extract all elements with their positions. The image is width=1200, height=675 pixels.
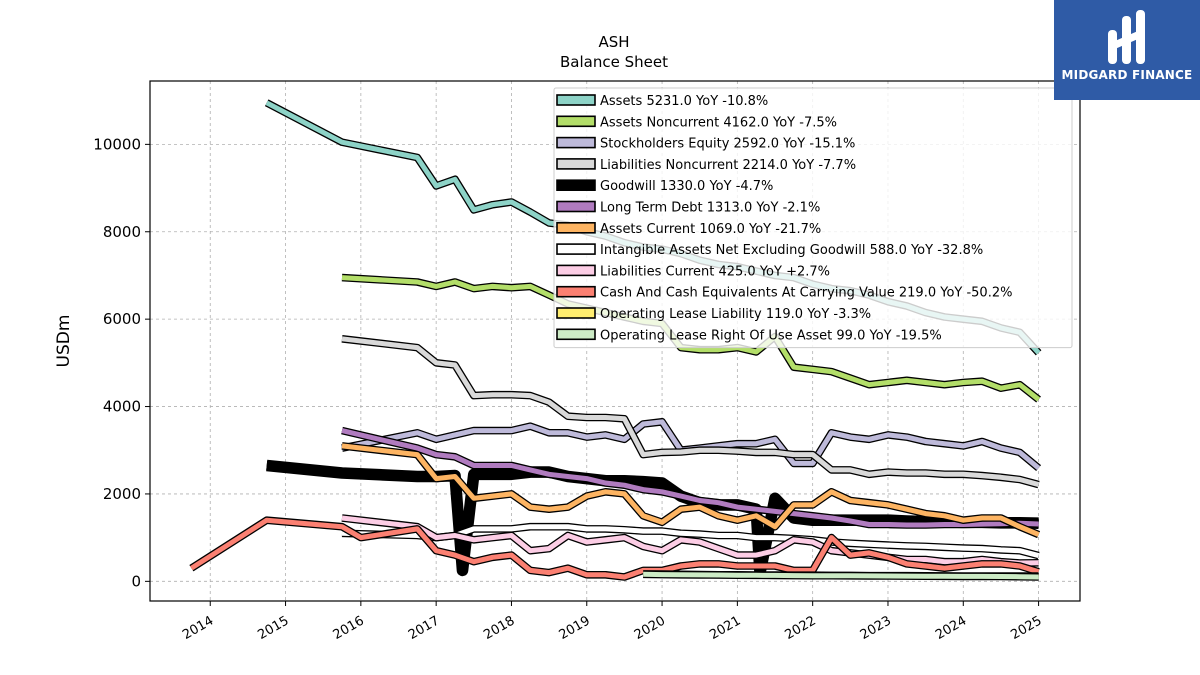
logo-text: MIDGARD FINANCE bbox=[1061, 68, 1193, 82]
legend-swatch bbox=[556, 307, 596, 319]
legend-swatch bbox=[556, 158, 596, 170]
logo-mark-icon bbox=[1108, 10, 1145, 64]
legend-entry: Operating Lease Right Of Use Asset 99.0 … bbox=[600, 328, 942, 343]
legend-entry: Stockholders Equity 2592.0 YoY -15.1% bbox=[600, 137, 855, 152]
legend-swatch bbox=[556, 328, 596, 341]
chart-title: ASH bbox=[598, 33, 629, 51]
legend-swatch bbox=[556, 243, 596, 255]
y-tick-label: 0 bbox=[131, 572, 141, 590]
legend-entry: Intangible Assets Net Excluding Goodwill… bbox=[600, 243, 983, 258]
x-tick-label: 2025 bbox=[1008, 613, 1044, 643]
legend-entry: Liabilities Current 425.0 YoY +2.7% bbox=[600, 264, 830, 279]
x-tick-label: 2016 bbox=[331, 613, 367, 643]
series-line-7 bbox=[341, 524, 1040, 559]
x-tick-label: 2019 bbox=[557, 613, 593, 643]
plot-frame bbox=[149, 80, 1081, 602]
series-line-11 bbox=[643, 571, 1039, 580]
legend-entry: Operating Lease Liability 119.0 YoY -3.3… bbox=[600, 307, 871, 322]
series-line-outline-3 bbox=[341, 335, 1040, 489]
series-line-6 bbox=[341, 443, 1040, 537]
series-line-8 bbox=[341, 515, 1039, 566]
y-tick-label: 6000 bbox=[103, 310, 141, 328]
x-tick-label: 2021 bbox=[707, 613, 743, 643]
legend: Assets 5231.0 YoY -10.8% Assets Noncurren… bbox=[553, 87, 1073, 349]
legend-swatch bbox=[556, 179, 596, 191]
legend-entry: Goodwill 1330.0 YoY -4.7% bbox=[600, 179, 773, 194]
legend-entry: Long Term Debt 1313.0 YoY -2.1% bbox=[600, 201, 820, 216]
y-tick-label: 4000 bbox=[103, 398, 141, 416]
legend-swatch bbox=[556, 200, 596, 213]
y-tick-label: 10000 bbox=[93, 135, 141, 153]
series-line-3 bbox=[341, 336, 1040, 488]
x-tick-label: 2017 bbox=[406, 613, 442, 643]
legend-entry: Cash And Cash Equivalents At Carrying Va… bbox=[600, 286, 1012, 301]
x-tick-label: 2015 bbox=[255, 613, 291, 643]
series-line-2 bbox=[341, 419, 1041, 471]
series-line-5 bbox=[341, 428, 1039, 528]
legend-entry: Assets Current 1069.0 YoY -21.7% bbox=[600, 222, 821, 237]
legend-swatch bbox=[556, 136, 596, 149]
x-tick-label: 2020 bbox=[632, 613, 668, 643]
midgard-finance-logo: MIDGARD FINANCE bbox=[1054, 0, 1200, 100]
legend-box bbox=[553, 87, 1073, 349]
legend-entry: Assets Noncurrent 4162.0 YoY -7.5% bbox=[600, 115, 837, 130]
y-axis-label: USDm bbox=[54, 315, 74, 368]
legend-swatch bbox=[556, 264, 596, 277]
legend-swatch bbox=[556, 115, 596, 128]
x-tick-label: 2014 bbox=[180, 613, 216, 643]
legend-entry: Liabilities Noncurrent 2214.0 YoY -7.7% bbox=[600, 158, 856, 173]
y-tick-label: 2000 bbox=[103, 485, 141, 503]
x-tick-label: 2018 bbox=[481, 613, 517, 643]
legend-swatch bbox=[556, 285, 596, 298]
series-line-1 bbox=[341, 275, 1041, 402]
legend-entry: Assets 5231.0 YoY -10.8% bbox=[600, 94, 768, 109]
series-line-9 bbox=[190, 517, 1040, 580]
legend-swatch bbox=[556, 94, 596, 106]
x-tick-label: 2022 bbox=[783, 613, 819, 643]
chart-subtitle: Balance Sheet bbox=[560, 53, 668, 71]
legend-swatch bbox=[556, 222, 596, 234]
y-tick-label: 8000 bbox=[103, 223, 141, 241]
x-tick-label: 2024 bbox=[933, 613, 969, 643]
x-tick-label: 2023 bbox=[858, 613, 894, 643]
